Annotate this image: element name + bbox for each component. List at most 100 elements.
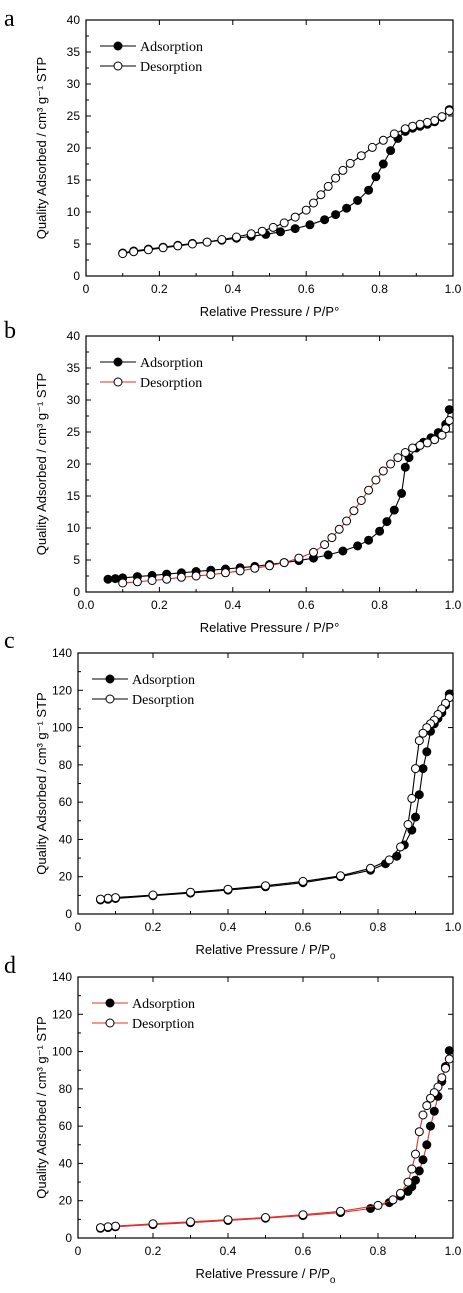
y-tick-label: 40 <box>59 1156 73 1170</box>
x-tick-label: 0.4 <box>224 598 241 612</box>
data-point <box>444 1046 454 1056</box>
data-point <box>265 561 274 571</box>
data-point <box>356 151 366 161</box>
series-line <box>122 110 450 255</box>
data-point <box>386 146 396 156</box>
data-point <box>223 1215 233 1225</box>
data-point <box>437 112 447 122</box>
data-point <box>148 1219 158 1229</box>
data-point <box>191 571 201 581</box>
y-tick-label: 15 <box>67 173 81 187</box>
data-point <box>441 1063 450 1073</box>
data-point <box>386 459 396 469</box>
data-point <box>414 1166 424 1176</box>
series-adsorption <box>103 405 454 584</box>
y-tick-label: 0 <box>73 585 80 599</box>
y-tick-label: 10 <box>67 205 81 219</box>
chart-panel-b: b 0.0 0.2 0.4 0.6 0.8 1.0 0 5 10 15 20 25 30 35 40 Relat… <box>4 318 462 635</box>
legend: Adsorption Desorption <box>92 997 195 1032</box>
chart-panel-c: c 0 0.2 0.4 0.6 0.8 1.0 0 20 40 60 80 100 120 140 Relat… <box>4 628 462 962</box>
y-tick-label: 10 <box>67 521 81 535</box>
legend-marker <box>105 998 115 1008</box>
data-point <box>389 129 399 139</box>
data-point <box>336 871 345 881</box>
x-tick-label: 1.0 <box>445 598 462 612</box>
data-point <box>418 728 428 738</box>
x-tick-label: 0.4 <box>224 282 241 296</box>
data-point <box>148 890 158 900</box>
legend-marker <box>113 377 123 387</box>
data-point <box>396 1188 405 1198</box>
data-point <box>422 1101 432 1111</box>
y-tick-label: 0 <box>65 907 72 921</box>
panel-letter: d <box>4 953 16 979</box>
data-point <box>384 855 394 865</box>
x-tick-label: 0.8 <box>371 598 388 612</box>
x-axis-label-subscript: o <box>330 1275 336 1286</box>
x-tick-label: 0 <box>75 1244 82 1258</box>
y-tick-label: 5 <box>73 237 80 251</box>
data-point <box>301 205 311 215</box>
data-point <box>422 438 432 448</box>
legend-label: Desorption <box>140 376 202 391</box>
y-axis-label: Quality Adsorbed / cm³ g⁻¹ STP <box>34 1016 49 1198</box>
data-point <box>176 572 186 582</box>
x-tick-label: 0.4 <box>220 1244 237 1258</box>
data-point <box>338 165 348 175</box>
x-tick-label: 0.2 <box>151 598 168 612</box>
data-point <box>323 550 333 560</box>
data-point <box>415 440 425 450</box>
data-point <box>279 218 289 228</box>
panel-letter: b <box>4 318 16 344</box>
y-tick-label: 120 <box>52 1007 72 1021</box>
data-point <box>389 505 399 515</box>
data-point <box>378 159 388 169</box>
data-point <box>111 893 120 903</box>
data-point <box>393 453 403 463</box>
data-point <box>345 158 355 168</box>
data-point <box>235 566 245 576</box>
data-point <box>162 574 172 584</box>
x-tick-label: 1.0 <box>445 282 462 296</box>
series-desorption <box>118 416 454 588</box>
data-point <box>371 172 381 182</box>
data-point <box>331 210 341 220</box>
data-point <box>331 173 341 183</box>
legend-label: Adsorption <box>140 356 203 371</box>
data-point <box>407 793 417 803</box>
x-tick-label: 0.6 <box>298 282 315 296</box>
series-adsorption <box>96 689 454 905</box>
y-axis-label: Quality Adsorbed / cm³ g⁻¹ STP <box>34 57 49 239</box>
x-axis-label-main: Relative Pressure / P/P <box>196 942 330 957</box>
legend-label: Desorption <box>132 1017 194 1032</box>
x-axis-label-subscript: o <box>330 951 336 962</box>
data-point <box>290 224 300 234</box>
series-line <box>100 693 450 901</box>
data-point <box>408 121 418 131</box>
x-tick-label: 0 <box>83 282 90 296</box>
x-tick-label: 0.8 <box>370 920 387 934</box>
data-point <box>373 1200 383 1210</box>
data-point <box>342 203 352 213</box>
series-line <box>100 697 450 900</box>
y-axis-label: Quality Adsorbed / cm³ g⁻¹ STP <box>34 373 49 555</box>
data-point <box>367 142 377 152</box>
data-point <box>103 1222 113 1232</box>
y-tick-label: 20 <box>59 870 73 884</box>
data-point <box>223 884 233 894</box>
data-point <box>298 1210 308 1220</box>
y-tick-label: 20 <box>67 141 81 155</box>
y-tick-label: 0 <box>73 269 80 283</box>
data-point <box>336 1206 345 1216</box>
legend-marker <box>113 41 123 51</box>
x-axis-label: Relative Pressure / P/Po <box>196 1266 336 1286</box>
data-point <box>364 485 374 495</box>
data-point <box>430 435 440 445</box>
series-adsorption <box>96 1046 454 1233</box>
series-desorption <box>96 1054 454 1233</box>
x-tick-label: 0.2 <box>151 282 168 296</box>
data-point <box>221 568 230 578</box>
data-point <box>388 1195 398 1205</box>
data-point <box>414 736 424 746</box>
data-point <box>422 1140 432 1150</box>
